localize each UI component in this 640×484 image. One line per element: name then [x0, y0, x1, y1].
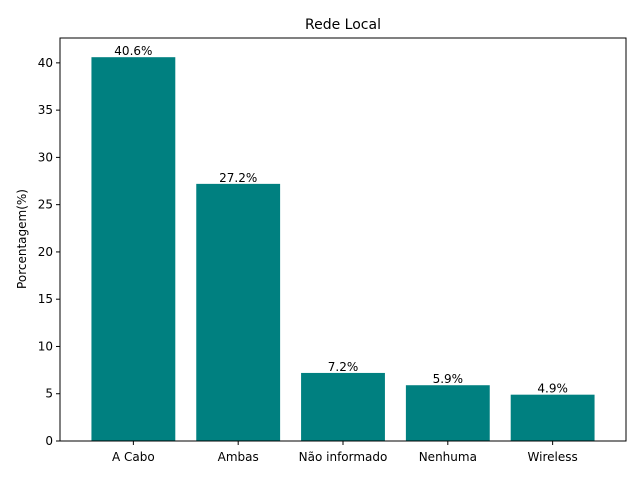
bar-3: [405, 385, 490, 441]
data-label-2: 7.2%: [328, 360, 359, 374]
y-tick-label-5: 25: [38, 198, 53, 212]
y-axis-label: Porcentagem(%): [15, 189, 29, 289]
data-label-0: 40.6%: [114, 44, 152, 58]
y-tick-label-0: 0: [45, 434, 53, 448]
y-tick-label-4: 20: [38, 245, 53, 259]
x-axis-ticks: A Cabo Ambas Não informado Nenhuma Wireless: [112, 441, 578, 464]
y-tick-label-3: 15: [38, 292, 53, 306]
x-tick-label-3: Nenhuma: [419, 450, 477, 464]
bar-0: [91, 57, 176, 441]
x-tick-label-2: Não informado: [299, 450, 388, 464]
bars-layer: [91, 57, 595, 442]
plot-area-frame: [59, 37, 627, 442]
data-label-1: 27.2%: [219, 171, 257, 185]
y-axis-ticks: 0 5 10 15 20 25 30 35 40: [38, 56, 60, 448]
bar-4: [510, 394, 595, 441]
chart-title: Rede Local: [305, 17, 381, 33]
x-tick-label-4: Wireless: [528, 450, 578, 464]
x-tick-label-0: A Cabo: [112, 450, 155, 464]
y-tick-label-1: 5: [45, 387, 53, 401]
data-labels-layer: 40.6% 27.2% 7.2% 5.9% 4.9%: [114, 44, 568, 395]
y-tick-label-6: 30: [38, 150, 53, 164]
bar-2: [301, 372, 385, 441]
data-label-3: 5.9%: [433, 372, 464, 386]
y-tick-label-8: 40: [38, 56, 53, 70]
data-label-4: 4.9%: [537, 382, 568, 396]
x-tick-label-1: Ambas: [218, 450, 259, 464]
y-tick-label-2: 10: [38, 339, 53, 353]
y-tick-label-7: 35: [38, 103, 53, 117]
bar-1: [196, 183, 281, 442]
